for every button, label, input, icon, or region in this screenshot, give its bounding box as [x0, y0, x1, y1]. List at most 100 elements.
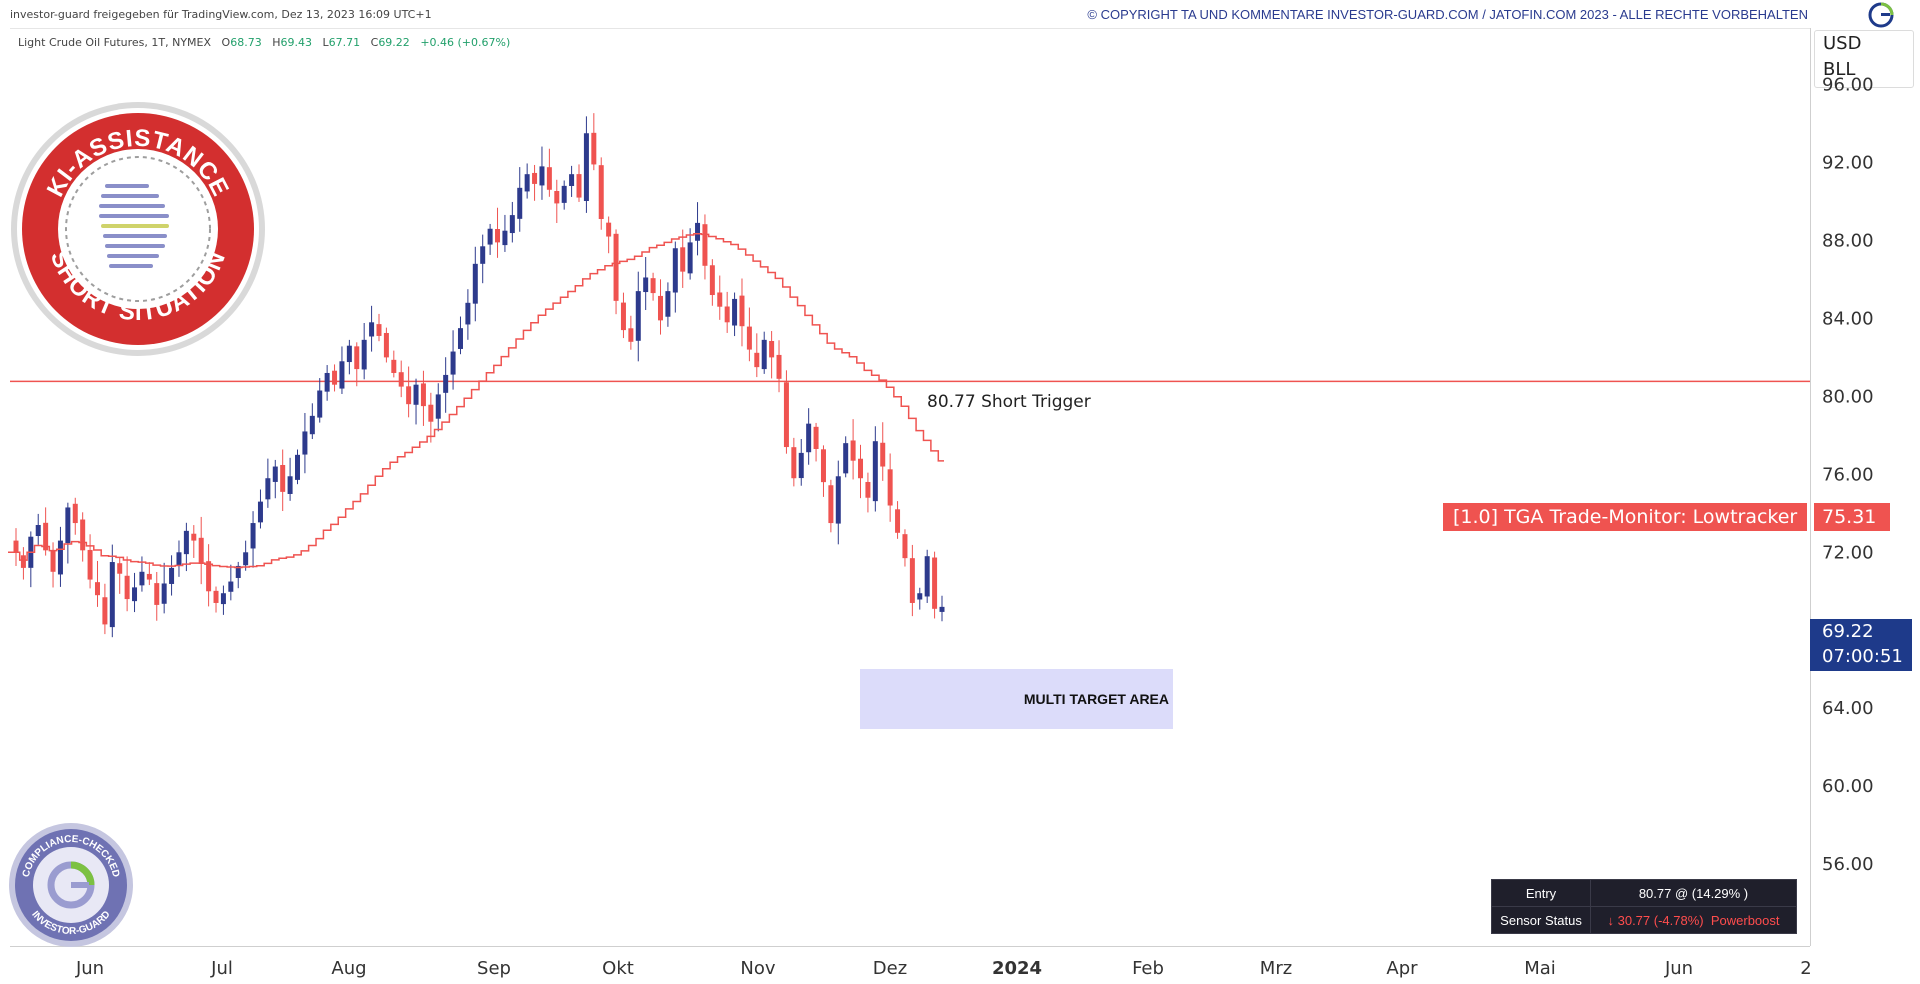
- candle-body: [317, 390, 323, 418]
- candle-body: [502, 230, 508, 246]
- candle-body: [35, 525, 41, 537]
- plot-area[interactable]: [10, 28, 1810, 947]
- candle-body: [309, 415, 315, 435]
- sensor-note: Powerboost: [1710, 912, 1780, 928]
- candle-body: [583, 133, 589, 201]
- candle-body: [887, 469, 893, 506]
- sensor-status-label: Sensor Status: [1491, 906, 1591, 934]
- candle-body: [220, 593, 226, 605]
- currency-unit-box[interactable]: USD BLL: [1814, 30, 1914, 88]
- y-tick-label: 72.00: [1822, 542, 1874, 563]
- close-label: C: [370, 36, 379, 49]
- x-tick-label: 2: [1800, 958, 1811, 979]
- x-tick-label: Sep: [477, 958, 511, 979]
- current-price: 69.22: [1822, 621, 1874, 642]
- compliance-checked-badge: COMPLIANCE-CHECKED INVESTOR-GUARD: [9, 823, 133, 947]
- candle-body: [443, 374, 449, 393]
- candle-body: [472, 263, 478, 304]
- lowtracker-label: [1.0] TGA Trade-Monitor: Lowtracker: [1443, 503, 1808, 531]
- y-tick-label: 84.00: [1822, 308, 1874, 329]
- current-price-badge: 69.22 07:00:51: [1810, 619, 1912, 671]
- candle-body: [80, 519, 86, 551]
- candle-body: [754, 352, 760, 368]
- candle-body: [546, 167, 552, 190]
- header-publish-info: investor-guard freigegeben für TradingVi…: [10, 8, 432, 21]
- candle-body: [628, 328, 634, 342]
- trade-info-table: Entry 80.77 @ (14.29% ) Sensor Status ↓ …: [1491, 879, 1797, 934]
- candle-body: [843, 443, 849, 474]
- close-value: 69.22: [378, 36, 410, 49]
- candle-body: [939, 606, 945, 612]
- candle-body: [865, 481, 871, 498]
- candle-body: [206, 561, 212, 592]
- candle-body: [539, 166, 545, 186]
- candle-body: [858, 458, 864, 479]
- candle-body: [139, 571, 145, 586]
- candle-body: [650, 278, 656, 294]
- candle-body: [835, 476, 841, 524]
- y-tick-label: 56.00: [1822, 854, 1874, 875]
- candle-body: [680, 247, 686, 272]
- candle-body: [702, 224, 708, 266]
- g-logo-icon: [47, 861, 95, 909]
- candle-body: [717, 292, 723, 307]
- candle-body: [746, 326, 752, 350]
- candle-body: [250, 523, 256, 549]
- x-tick-label: Feb: [1132, 958, 1164, 979]
- candle-body: [813, 426, 819, 449]
- candle-body: [354, 346, 360, 370]
- candle-body: [383, 332, 389, 358]
- candle-body: [709, 265, 715, 296]
- candle-body: [932, 557, 938, 609]
- candle-body: [724, 306, 730, 323]
- candle-body: [87, 549, 93, 580]
- candle-body: [117, 563, 123, 574]
- candle-body: [450, 351, 456, 375]
- candle-body: [695, 222, 701, 241]
- candle-body: [50, 550, 56, 572]
- candle-body: [176, 552, 182, 566]
- candle-body: [183, 530, 189, 555]
- moving-average-line: [8, 232, 944, 569]
- candle-body: [124, 575, 130, 600]
- candle-body: [739, 295, 745, 327]
- candle-body: [665, 291, 671, 317]
- x-tick-label: Apr: [1386, 958, 1418, 979]
- candle-body: [828, 485, 834, 524]
- high-label: H: [272, 36, 281, 49]
- candle-body: [339, 361, 345, 389]
- candle-body: [72, 503, 78, 524]
- investor-guard-logo-icon[interactable]: [1868, 2, 1894, 28]
- candle-body: [465, 302, 471, 325]
- candle-body: [435, 394, 441, 419]
- y-tick-label: 64.00: [1822, 698, 1874, 719]
- candle-body: [606, 222, 612, 237]
- candle-body: [806, 423, 812, 453]
- candle-body: [109, 562, 115, 628]
- price-axis-divider: [1810, 28, 1811, 946]
- multi-target-area: MULTI TARGET AREA: [860, 669, 1173, 729]
- candle-body: [591, 132, 597, 165]
- candle-body: [480, 246, 486, 264]
- candle-body: [769, 341, 775, 358]
- down-arrow-icon: ↓: [1607, 912, 1614, 928]
- candle-body: [376, 324, 382, 336]
- candle-body: [902, 534, 908, 559]
- candle-body: [509, 215, 515, 234]
- candle-body: [265, 478, 271, 500]
- candle-body: [198, 537, 204, 564]
- candle-body: [20, 555, 26, 568]
- candle-body: [228, 581, 234, 592]
- candle-body: [280, 464, 286, 492]
- candle-body: [302, 431, 308, 455]
- ai-head-icon: [99, 184, 169, 268]
- lowtracker-value: 75.31: [1814, 503, 1890, 531]
- candle-body: [420, 383, 426, 407]
- open-label: O: [221, 36, 231, 49]
- candle-body: [457, 328, 463, 349]
- ki-assistance-stamp: KI-ASSISTANCE SHORT SITUATION: [11, 102, 265, 356]
- y-tick-label: 60.00: [1822, 776, 1874, 797]
- candle-body: [524, 174, 530, 192]
- high-value: 69.43: [280, 36, 312, 49]
- candle-body: [576, 174, 582, 198]
